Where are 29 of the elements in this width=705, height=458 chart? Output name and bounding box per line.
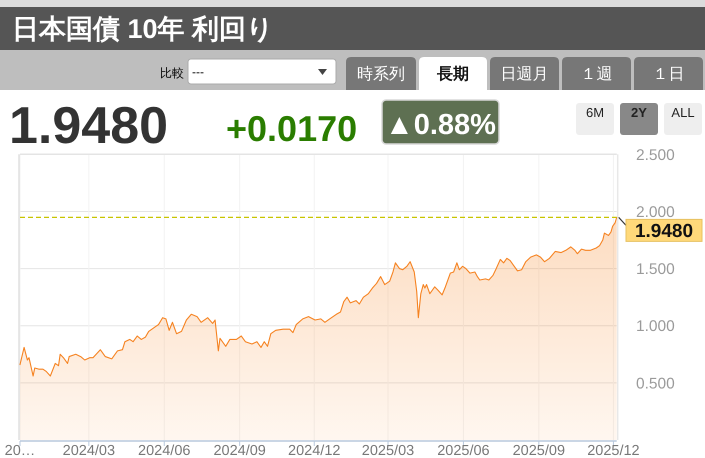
x-tick-label: 2024/12	[288, 443, 340, 458]
text: +0.0170	[226, 108, 358, 149]
x-tick-label: 2024/09	[213, 443, 266, 458]
text: ALL	[671, 105, 695, 120]
y-tick-label: 2.500	[636, 146, 676, 164]
chart-title: 日本国債 10年 利回り	[12, 14, 274, 44]
text: 2Y	[631, 105, 648, 120]
x-tick-label: 2025/12	[587, 443, 640, 458]
x-tick-label: 20…	[4, 443, 36, 458]
text: 6M	[586, 105, 604, 120]
annotation: 1.9480	[9, 97, 168, 155]
y-tick-label: 1.000	[636, 318, 676, 336]
x-tick-label: 2025/09	[512, 443, 566, 458]
text: １日	[652, 66, 684, 83]
text: １週	[580, 66, 612, 83]
y-tick-label: 0.500	[636, 375, 676, 392]
y-tick-label: 1.500	[636, 261, 676, 278]
x-tick-label: 2024/06	[138, 443, 190, 458]
x-tick-label: 2024/03	[62, 443, 116, 458]
text: ---	[192, 65, 204, 79]
y-tick-label: 2.000	[636, 204, 676, 221]
text: 時系列	[357, 65, 405, 83]
text: 日週月	[500, 66, 548, 83]
x-tick-label: 2025/03	[362, 443, 414, 458]
x-tick-label: 2025/06	[437, 443, 490, 458]
text: 比較	[160, 66, 184, 80]
text: ▲0.88%	[385, 109, 496, 141]
text: 長期	[436, 65, 469, 83]
ref-line-label: 1.9480	[634, 220, 694, 242]
